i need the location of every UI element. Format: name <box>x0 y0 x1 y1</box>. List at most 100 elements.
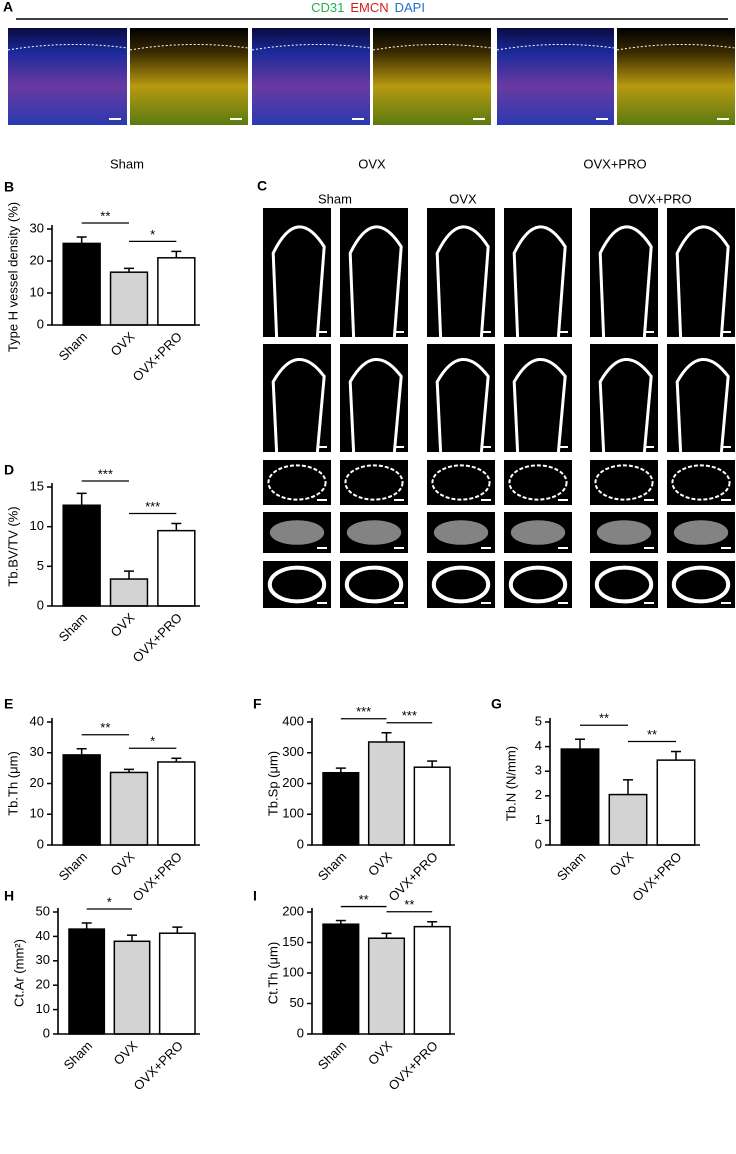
trabecular-slice <box>431 464 491 501</box>
bone-outline <box>675 225 730 338</box>
significance-label: ** <box>100 720 110 735</box>
axes <box>57 908 200 1035</box>
x-tick-label: OVX+PRO <box>130 329 185 384</box>
y-tick-label: 200 <box>282 903 304 918</box>
bar <box>157 529 196 607</box>
bar <box>322 923 360 1035</box>
x-tick-label: OVX <box>108 849 138 879</box>
axes <box>549 718 700 846</box>
y-tick-label: 10 <box>30 806 44 821</box>
x-tick-label: Sham <box>554 849 589 884</box>
bar <box>157 257 196 326</box>
trabecular-slice <box>508 464 568 501</box>
microct-image <box>590 460 658 505</box>
axes <box>51 225 200 326</box>
bone-outline <box>512 357 567 453</box>
y-tick-label: 200 <box>282 775 304 790</box>
y-tick-label: 50 <box>36 903 50 918</box>
trabecular-3d <box>346 520 402 545</box>
bar <box>62 504 101 607</box>
panel-letter: C <box>257 178 267 194</box>
trabecular-slice <box>671 464 731 501</box>
bar <box>413 766 451 846</box>
bar <box>109 271 149 326</box>
y-tick-label: 10 <box>30 284 44 299</box>
y-tick-label: 0 <box>535 836 542 851</box>
cortical-ring <box>508 565 568 604</box>
cortical-ring <box>594 565 654 604</box>
micrograph <box>8 28 127 125</box>
trabecular-3d <box>673 520 729 545</box>
y-tick-label: 30 <box>30 220 44 235</box>
stain-legend: CD31 EMCN DAPI <box>311 0 425 15</box>
axes <box>311 908 455 1035</box>
significance-label: * <box>107 894 112 909</box>
x-tick-label: OVX <box>365 849 395 879</box>
bar <box>158 932 196 1035</box>
panel-letter: F <box>253 696 262 712</box>
group-label: OVX <box>358 156 386 171</box>
group-label: Sham <box>110 156 144 171</box>
y-axis-label: Tb.Sp (μm) <box>265 751 280 816</box>
bar <box>367 741 406 846</box>
microct-image <box>263 460 331 505</box>
panel-letter: B <box>4 179 14 195</box>
y-tick-label: 20 <box>36 977 50 992</box>
panel-letter: E <box>4 696 13 712</box>
trabecular-3d <box>269 520 325 545</box>
group-label: Sham <box>318 191 352 206</box>
bone-outline <box>598 357 653 453</box>
bar <box>322 771 360 846</box>
bar <box>560 748 600 846</box>
bar <box>608 793 648 846</box>
significance-label: *** <box>402 708 417 723</box>
y-tick-label: 400 <box>282 713 304 728</box>
x-tick-label: Sham <box>56 610 91 645</box>
significance-label: ** <box>359 892 369 907</box>
group-label: OVX+PRO <box>628 191 691 206</box>
significance-label: ** <box>404 897 414 912</box>
y-tick-label: 5 <box>535 713 542 728</box>
axes <box>51 483 200 607</box>
microct-image <box>667 460 735 505</box>
growth-plate-line <box>496 43 615 51</box>
x-tick-label: OVX+PRO <box>130 849 185 904</box>
growth-plate-line <box>251 43 371 51</box>
significance-label: ** <box>647 727 657 742</box>
bone-outline <box>271 225 326 338</box>
y-axis-label: Ct.Ar (mm²) <box>11 939 26 1007</box>
bone-outline <box>512 225 567 338</box>
micrograph <box>373 28 491 125</box>
x-tick-label: OVX+PRO <box>131 1038 186 1093</box>
x-tick-label: Sham <box>56 849 91 884</box>
bone-outline <box>348 225 403 338</box>
growth-plate-line <box>372 43 492 51</box>
trabecular-slice <box>594 464 654 501</box>
x-tick-label: OVX <box>365 1038 395 1068</box>
bar <box>367 937 406 1035</box>
growth-plate-line <box>616 43 736 51</box>
x-tick-label: OVX <box>108 329 138 359</box>
bar <box>62 242 101 326</box>
microct-image <box>340 460 408 505</box>
axes <box>51 718 200 846</box>
panel-letter: D <box>4 462 14 478</box>
bone-outline <box>435 357 490 453</box>
x-tick-label: OVX <box>111 1038 141 1068</box>
panel-letter: I <box>253 888 257 904</box>
micrograph <box>252 28 370 125</box>
x-tick-label: Sham <box>56 329 91 364</box>
significance-label: * <box>150 227 155 242</box>
bar <box>656 759 696 846</box>
trabecular-slice <box>267 464 327 501</box>
stain-label: CD31 <box>311 0 344 15</box>
microct-image <box>504 460 572 505</box>
cortical-ring <box>344 565 404 604</box>
x-tick-label: OVX+PRO <box>385 849 440 904</box>
x-tick-label: OVX <box>607 849 637 879</box>
growth-plate-line <box>129 43 249 51</box>
trabecular-slice <box>344 464 404 501</box>
x-tick-label: Sham <box>315 849 350 884</box>
y-tick-label: 0 <box>43 1025 50 1040</box>
